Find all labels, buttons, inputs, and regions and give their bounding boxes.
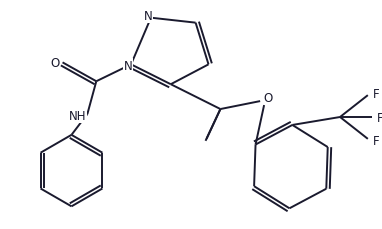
Text: N: N — [144, 10, 152, 23]
Text: F: F — [376, 111, 382, 124]
Text: O: O — [50, 57, 59, 70]
Text: O: O — [264, 91, 273, 104]
Text: F: F — [372, 135, 379, 148]
Text: N: N — [124, 60, 133, 73]
Text: NH: NH — [69, 110, 86, 123]
Text: F: F — [372, 87, 379, 100]
